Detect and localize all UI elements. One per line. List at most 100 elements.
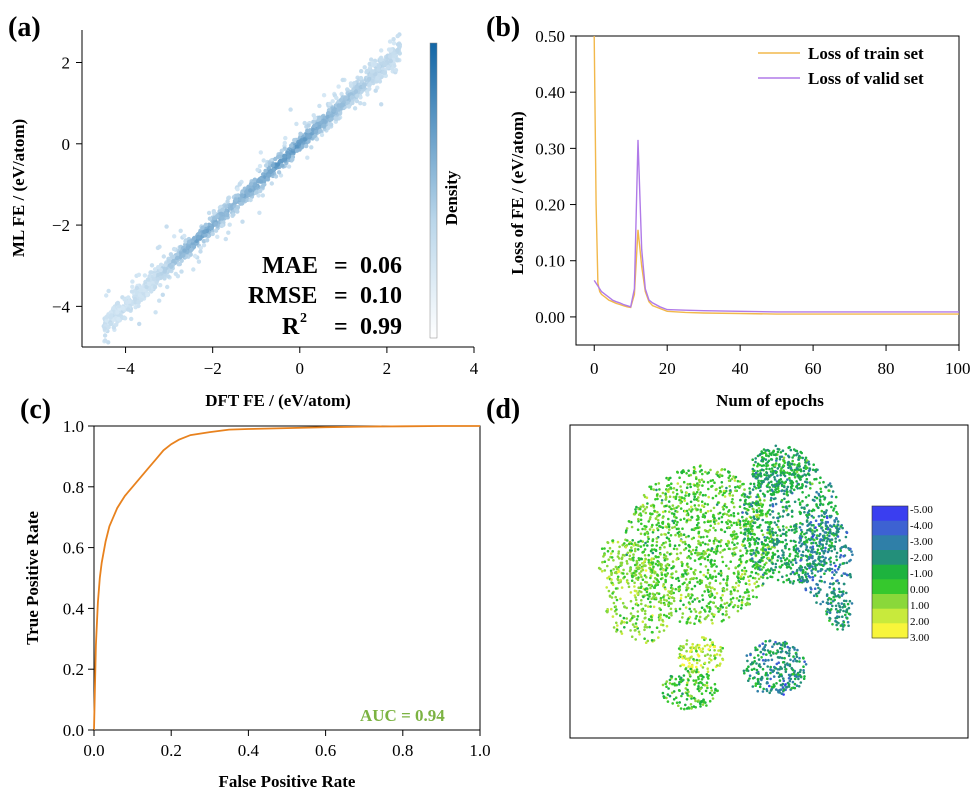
tsne-point <box>768 639 772 642</box>
tsne-point <box>840 602 844 605</box>
tsne-point <box>635 559 639 563</box>
tsne-point <box>678 620 682 623</box>
tsne-point <box>804 464 807 468</box>
tsne-point <box>771 562 774 566</box>
tsne-point <box>699 610 702 614</box>
tsne-point <box>831 604 834 608</box>
tsne-point <box>763 563 766 566</box>
tsne-point <box>711 586 714 590</box>
tsne-point <box>685 513 689 517</box>
tsne-point <box>756 689 759 693</box>
tsne-point <box>758 453 761 457</box>
density-point <box>349 83 354 89</box>
tsne-point <box>672 495 676 499</box>
density-point <box>294 148 300 153</box>
tsne-point <box>737 599 741 602</box>
tsne-point <box>757 484 761 487</box>
tsne-point <box>689 667 692 671</box>
colorbar-tick-label: 3.00 <box>910 632 930 644</box>
tsne-point <box>670 675 674 678</box>
x-tick-label: 0.0 <box>83 741 104 760</box>
plot-frame <box>93 425 481 731</box>
tsne-point <box>632 556 635 559</box>
x-axis-title: False Positive Rate <box>219 772 356 791</box>
tsne-point <box>803 510 806 514</box>
tsne-point <box>778 528 781 532</box>
tsne-point <box>696 526 699 529</box>
tsne-point <box>690 655 693 658</box>
density-point <box>248 197 253 203</box>
tsne-point <box>625 559 629 563</box>
tsne-point <box>655 493 659 497</box>
density-point <box>220 207 225 212</box>
tsne-point <box>821 518 824 522</box>
tsne-point <box>669 487 673 490</box>
tsne-point <box>693 495 696 499</box>
tsne-point <box>610 607 613 611</box>
tsne-point <box>678 701 681 704</box>
tsne-point <box>693 584 697 588</box>
tsne-point <box>729 590 733 593</box>
tsne-point <box>832 561 836 565</box>
tsne-point <box>757 507 761 510</box>
colorbar-tick-label: 1.00 <box>910 600 930 612</box>
density-point <box>281 157 287 162</box>
tsne-point <box>675 506 678 510</box>
tsne-point <box>655 488 658 492</box>
tsne-point <box>685 502 689 506</box>
tsne-point <box>679 707 683 710</box>
tsne-point <box>764 521 768 524</box>
tsne-point <box>784 538 787 542</box>
tsne-point <box>719 528 723 531</box>
tsne-point <box>832 532 835 535</box>
tsne-point <box>641 527 644 531</box>
density-point <box>378 57 383 62</box>
density-point <box>152 284 158 290</box>
tsne-point <box>678 607 682 611</box>
tsne-point <box>790 487 793 490</box>
tsne-point <box>689 703 693 706</box>
tsne-point <box>809 527 812 530</box>
tsne-point <box>732 547 735 551</box>
density-point <box>106 288 111 294</box>
tsne-point <box>720 619 724 623</box>
tsne-point <box>709 600 712 604</box>
tsne-point <box>614 587 618 590</box>
tsne-point <box>811 565 814 568</box>
tsne-point <box>713 569 717 573</box>
tsne-point <box>673 544 677 547</box>
tsne-point <box>728 494 732 497</box>
density-point <box>275 154 281 159</box>
density-point <box>182 233 187 239</box>
tsne-point <box>679 539 683 542</box>
tsne-point <box>849 575 852 579</box>
tsne-point <box>747 531 750 535</box>
tsne-point <box>630 542 633 545</box>
tsne-point <box>780 559 783 563</box>
tsne-point <box>641 578 645 581</box>
tsne-point <box>829 563 832 566</box>
tsne-point <box>671 596 674 599</box>
tsne-point <box>777 519 780 523</box>
tsne-point <box>620 632 624 635</box>
density-point <box>336 107 341 112</box>
tsne-point <box>767 525 770 529</box>
metric-r2: R 2 = 0.99 <box>282 311 402 340</box>
tsne-point <box>764 548 768 551</box>
tsne-point <box>791 582 795 585</box>
y-axis-title: True Positive Rate <box>23 511 42 645</box>
density-point <box>241 198 246 203</box>
tsne-point <box>636 615 640 618</box>
tsne-point <box>701 484 704 487</box>
tsne-point <box>634 508 637 511</box>
tsne-point <box>710 689 713 692</box>
tsne-point <box>737 576 740 580</box>
density-point <box>213 228 219 233</box>
tsne-point <box>698 582 702 585</box>
tsne-point <box>796 673 800 676</box>
tsne-point <box>731 501 735 505</box>
tsne-point <box>785 574 788 577</box>
tsne-point <box>776 487 780 490</box>
tsne-point <box>656 510 659 514</box>
tsne-point <box>830 501 833 504</box>
